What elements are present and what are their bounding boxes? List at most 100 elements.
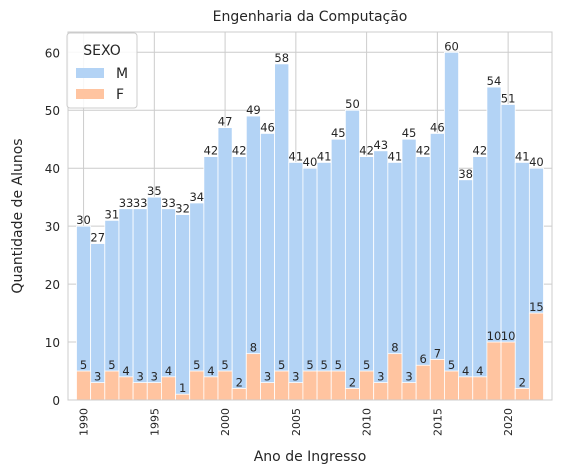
legend-title: SEXO [83,43,120,59]
x-tick-label: 2005 [290,408,303,436]
bar-label-f-2012: 8 [391,341,398,355]
bar-f-2019 [487,342,501,400]
bar-f-1996 [161,377,175,400]
bar-f-2010 [360,371,374,400]
bar-label-f-2005: 3 [292,370,299,384]
bar-label-m-2002: 49 [246,103,261,117]
bar-m-2009 [345,110,359,400]
x-tick-label: 2010 [361,408,374,436]
bar-label-f-2006: 5 [306,358,313,372]
bar-label-f-2018: 4 [476,364,483,378]
y-tick-label: 40 [45,162,60,176]
bar-label-f-1992: 5 [108,358,115,372]
bar-label-m-2011: 43 [373,138,388,152]
bar-f-1995 [147,383,161,400]
bar-label-m-2003: 46 [260,120,275,134]
x-tick-label: 2015 [431,408,444,436]
bar-f-2011 [374,383,388,400]
bar-label-m-2010: 42 [359,144,374,158]
bar-label-f-2016: 5 [448,358,455,372]
bar-label-f-2002: 8 [250,341,257,355]
bar-m-2011 [374,151,388,400]
bar-label-f-2001: 2 [236,375,243,389]
legend-swatch-f [76,89,104,99]
bar-m-2021 [515,162,529,400]
bar-label-m-2020: 51 [501,91,516,105]
bar-label-f-2017: 4 [462,364,469,378]
bar-label-f-2000: 5 [221,358,228,372]
y-tick-label: 30 [45,220,60,234]
bar-label-f-2020: 10 [501,329,516,343]
legend-label-m: M [116,66,128,82]
bar-m-2016 [444,52,458,400]
bar-m-2001 [232,157,246,400]
bar-label-f-2022: 15 [529,300,544,314]
x-tick-label: 1995 [148,408,161,436]
x-tick-label: 2000 [219,408,232,436]
bar-label-m-2000: 47 [218,115,233,129]
bar-f-2020 [501,342,515,400]
bar-m-2004 [275,64,289,400]
bar-label-f-2003: 3 [264,370,271,384]
bar-label-f-1998: 5 [193,358,200,372]
bar-f-2012 [388,354,402,400]
bar-f-2018 [473,377,487,400]
bar-m-2003 [260,133,274,400]
bar-f-2002 [246,354,260,400]
bar-f-2007 [317,371,331,400]
bar-f-1991 [91,383,105,400]
bar-label-m-1994: 33 [133,196,148,210]
bar-f-1993 [119,377,133,400]
bar-label-f-2021: 2 [519,375,526,389]
bar-label-m-2007: 41 [317,149,332,163]
bar-f-1990 [76,371,90,400]
y-tick-label: 10 [45,336,60,350]
bar-label-m-1998: 34 [189,190,204,204]
y-tick-label: 60 [45,46,60,60]
bar-label-m-2021: 41 [515,149,530,163]
bar-label-m-1995: 35 [147,184,162,198]
bar-f-1992 [105,371,119,400]
bar-f-2013 [402,383,416,400]
legend-label-f: F [116,87,124,103]
legend-swatch-m [76,68,104,78]
bar-label-m-2022: 40 [529,155,544,169]
bar-label-m-2015: 46 [430,120,445,134]
bar-label-f-1994: 3 [137,370,144,384]
bar-label-f-2009: 2 [349,375,356,389]
x-tick-label: 2020 [502,408,515,436]
bar-label-m-2016: 60 [444,39,459,53]
bar-label-f-2010: 5 [363,358,370,372]
bar-label-f-1997: 1 [179,381,186,395]
y-tick-label: 20 [45,278,60,292]
bar-m-2013 [402,139,416,400]
bar-f-2016 [444,371,458,400]
bar-f-2004 [275,371,289,400]
y-tick-label: 50 [45,104,60,118]
bar-f-2022 [529,313,543,400]
bar-label-f-2008: 5 [335,358,342,372]
bar-label-m-1999: 42 [204,144,219,158]
bar-f-2009 [345,388,359,400]
x-tick-label: 1990 [78,408,91,436]
bar-label-m-2018: 42 [473,144,488,158]
bar-label-f-2011: 3 [377,370,384,384]
bar-label-f-1993: 4 [122,364,129,378]
bar-f-2015 [430,359,444,400]
chart-title: Engenharia da Computação [213,9,408,25]
bar-f-2008 [331,371,345,400]
bar-f-2000 [218,371,232,400]
bar-f-2001 [232,388,246,400]
bar-label-f-1996: 4 [165,364,172,378]
bar-label-f-2014: 6 [420,352,427,366]
bar-label-m-2006: 40 [303,155,318,169]
bar-label-m-1997: 32 [175,202,190,216]
bar-label-m-2001: 42 [232,144,247,158]
bar-f-1998 [190,371,204,400]
bar-label-f-2007: 5 [320,358,327,372]
bar-label-f-1990: 5 [80,358,87,372]
bar-label-f-2013: 3 [405,370,412,384]
bar-f-2021 [515,388,529,400]
bar-label-f-1999: 4 [207,364,214,378]
